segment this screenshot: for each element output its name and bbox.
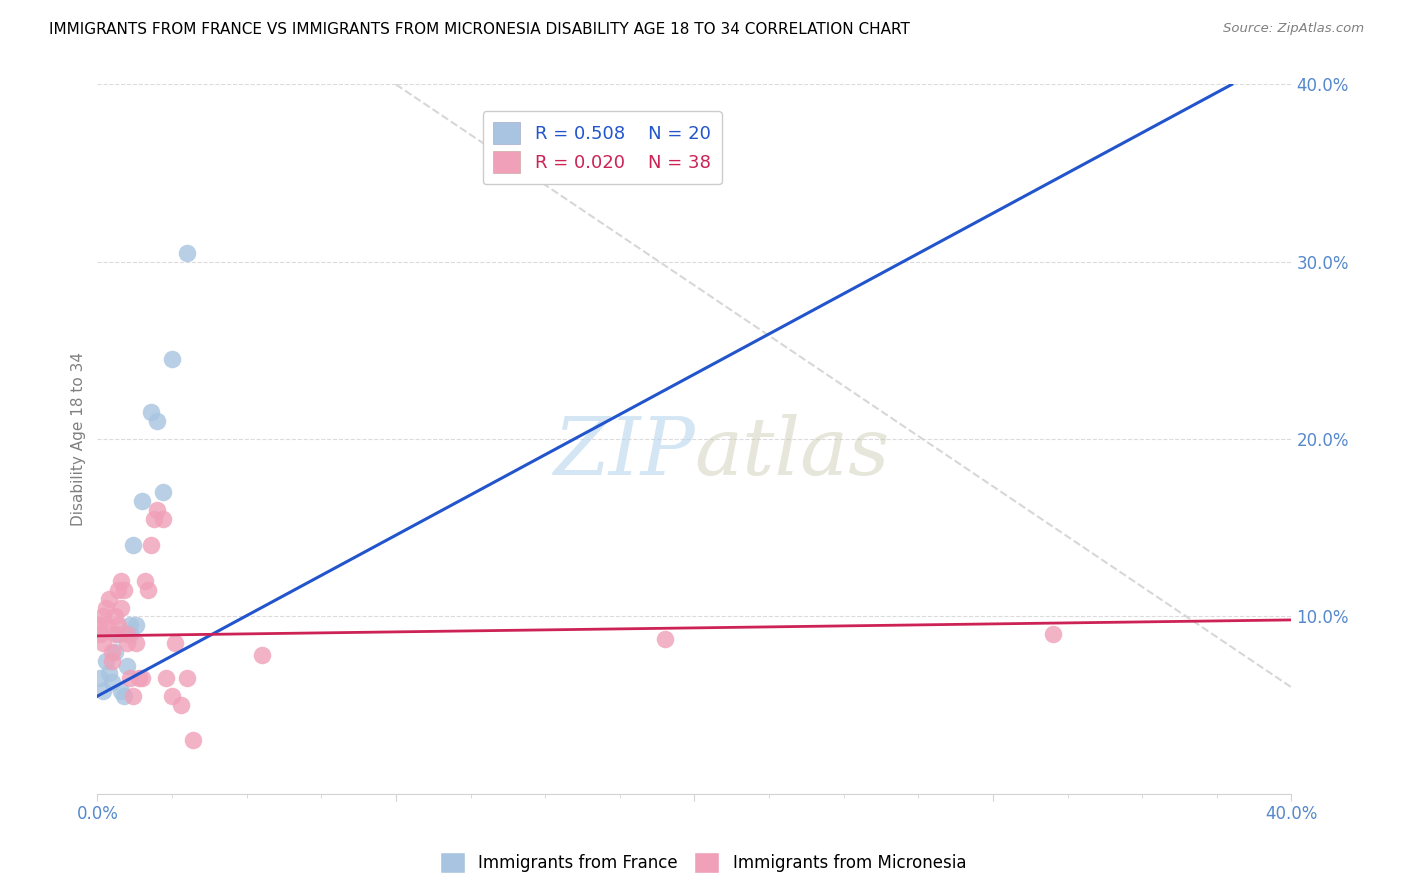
- Point: [89, 672, 111, 686]
- Point: [1042, 627, 1064, 641]
- Point: [89, 627, 111, 641]
- Point: [107, 582, 129, 597]
- Point: [131, 672, 153, 686]
- Point: [104, 609, 127, 624]
- Legend: R = 0.508    N = 20, R = 0.020    N = 38: R = 0.508 N = 20, R = 0.020 N = 38: [482, 112, 721, 184]
- Point: [96, 618, 118, 632]
- Point: [146, 414, 169, 428]
- Point: [115, 627, 138, 641]
- Point: [101, 645, 124, 659]
- Point: [101, 654, 124, 668]
- Point: [139, 538, 162, 552]
- Point: [122, 538, 145, 552]
- Y-axis label: Disability Age 18 to 34: Disability Age 18 to 34: [72, 352, 86, 526]
- Point: [110, 574, 132, 588]
- Point: [110, 683, 132, 698]
- Point: [125, 618, 148, 632]
- Point: [98, 591, 121, 606]
- Point: [107, 627, 129, 641]
- Point: [120, 627, 142, 641]
- Point: [122, 689, 145, 703]
- Point: [89, 618, 111, 632]
- Point: [125, 636, 148, 650]
- Point: [654, 632, 676, 647]
- Point: [160, 352, 183, 367]
- Point: [163, 636, 186, 650]
- Point: [134, 574, 156, 588]
- Text: atlas: atlas: [695, 415, 890, 492]
- Point: [98, 666, 121, 681]
- Point: [115, 636, 138, 650]
- Point: [120, 672, 142, 686]
- Point: [152, 512, 174, 526]
- Point: [96, 600, 118, 615]
- Point: [146, 503, 169, 517]
- Point: [101, 675, 124, 690]
- Point: [112, 689, 135, 703]
- Point: [107, 618, 129, 632]
- Point: [120, 618, 142, 632]
- Point: [250, 648, 273, 663]
- Point: [181, 733, 204, 747]
- Point: [136, 582, 159, 597]
- Point: [91, 609, 114, 624]
- Point: [131, 494, 153, 508]
- Point: [104, 645, 127, 659]
- Point: [91, 683, 114, 698]
- Point: [115, 659, 138, 673]
- Point: [143, 512, 166, 526]
- Point: [104, 627, 127, 641]
- Point: [160, 689, 183, 703]
- Point: [152, 485, 174, 500]
- Point: [96, 654, 118, 668]
- Point: [155, 672, 177, 686]
- Point: [176, 672, 198, 686]
- Point: [110, 600, 132, 615]
- Legend: Immigrants from France, Immigrants from Micronesia: Immigrants from France, Immigrants from …: [433, 846, 973, 880]
- Point: [176, 246, 198, 260]
- Point: [112, 582, 135, 597]
- Point: [170, 698, 193, 712]
- Text: ZIP: ZIP: [553, 415, 695, 492]
- Point: [91, 636, 114, 650]
- Text: Source: ZipAtlas.com: Source: ZipAtlas.com: [1223, 22, 1364, 36]
- Text: IMMIGRANTS FROM FRANCE VS IMMIGRANTS FROM MICRONESIA DISABILITY AGE 18 TO 34 COR: IMMIGRANTS FROM FRANCE VS IMMIGRANTS FRO…: [49, 22, 910, 37]
- Point: [128, 672, 150, 686]
- Point: [139, 405, 162, 419]
